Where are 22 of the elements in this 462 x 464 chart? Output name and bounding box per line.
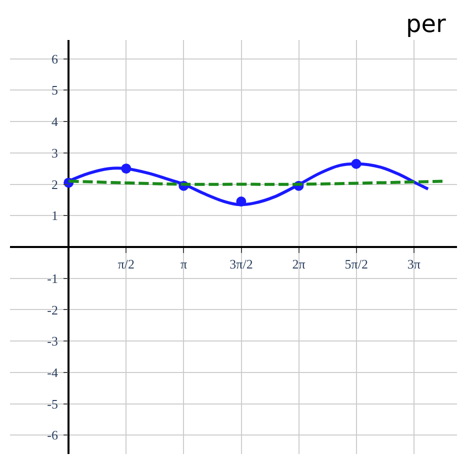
y-tick-label: -6 <box>47 428 59 443</box>
y-tick-label: -2 <box>47 302 58 318</box>
x-tick-label: 3π <box>407 256 421 272</box>
x-tick-label: π <box>180 256 188 272</box>
y-tick-label: 3 <box>52 145 58 160</box>
point <box>351 158 362 169</box>
x-tick-label: 3π/2 <box>230 256 253 272</box>
point <box>236 196 246 207</box>
y-tick-label: -4 <box>47 365 59 380</box>
y-tick-label: 1 <box>52 208 58 224</box>
x-tick-label: π/2 <box>118 256 135 272</box>
point <box>121 164 132 174</box>
x-tick-label: 2π <box>292 256 306 272</box>
y-tick-label: 4 <box>52 114 59 130</box>
y-tick-label: 6 <box>52 51 59 66</box>
y-tick-label: 2 <box>52 176 58 192</box>
y-tick-label: 5 <box>52 82 58 98</box>
y-tick-label: -1 <box>47 270 58 286</box>
y-tick-label: -5 <box>47 396 58 412</box>
y-tick-label: -3 <box>47 334 58 349</box>
x-tick-label: 5π/2 <box>344 256 368 272</box>
text: per <box>406 10 446 38</box>
